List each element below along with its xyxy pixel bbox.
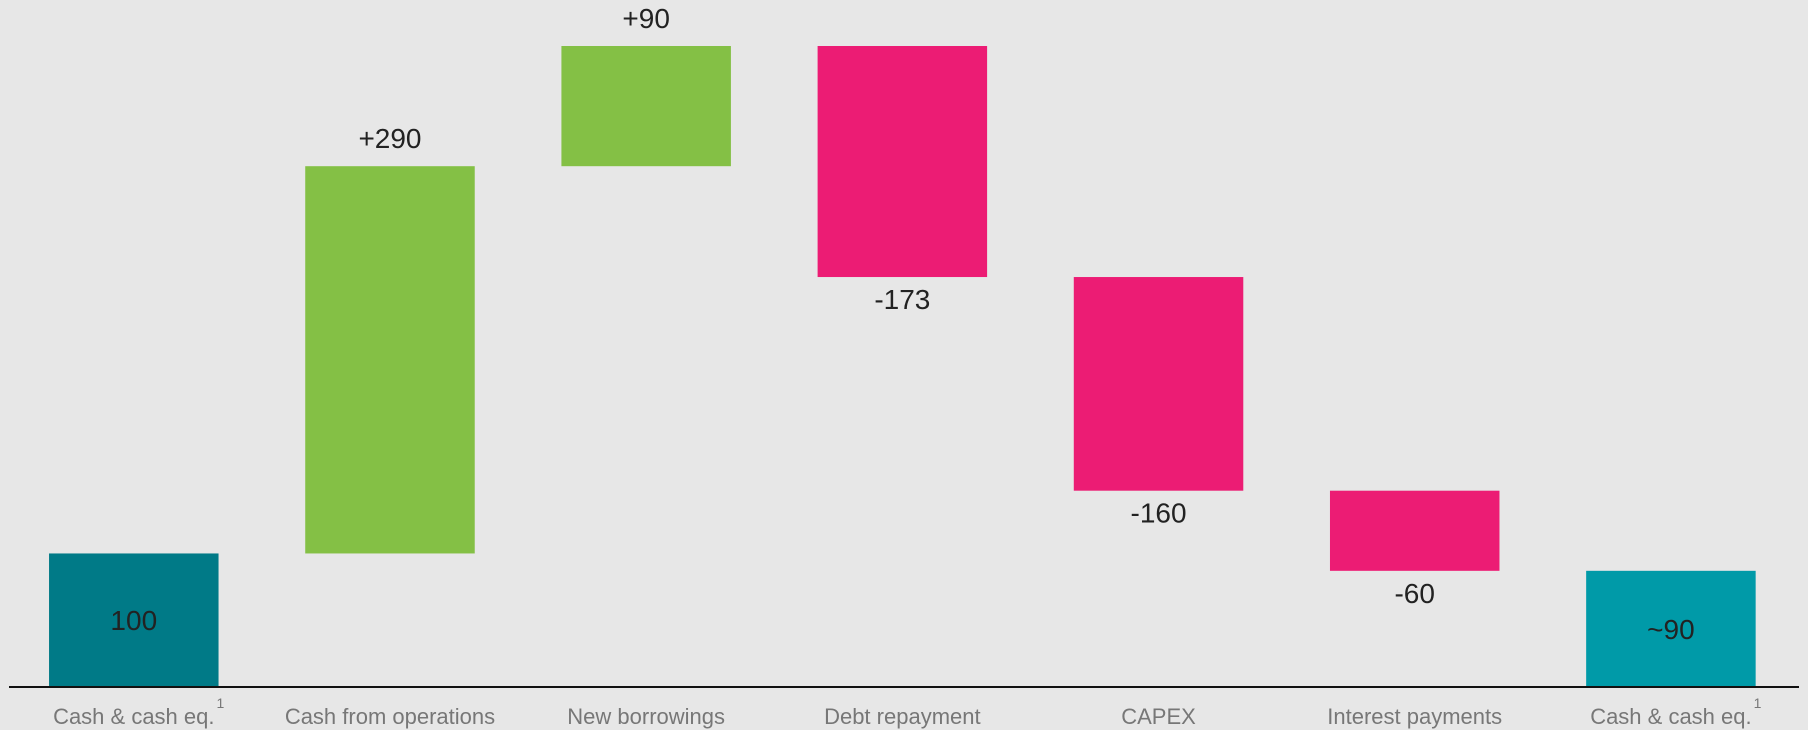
x-tick-label: New borrowings	[567, 704, 725, 729]
value-label: -173	[874, 284, 930, 315]
x-tick-label: Interest payments	[1327, 704, 1502, 729]
x-tick-label: Cash from operations	[285, 704, 495, 729]
x-tick-label: Cash & cash eq.	[53, 704, 214, 729]
x-tick-label: Debt repayment	[824, 704, 981, 729]
bar	[561, 46, 731, 167]
bar	[305, 166, 475, 554]
x-tick-label: CAPEX	[1121, 704, 1196, 729]
value-label: 100	[110, 605, 157, 636]
bar	[1073, 277, 1244, 491]
value-label: -160	[1131, 498, 1187, 529]
bar	[817, 46, 988, 278]
x-tick-label: Cash & cash eq.	[1590, 704, 1751, 729]
value-label: +290	[358, 123, 421, 154]
value-label: ~90	[1647, 614, 1695, 645]
footnote-marker: 1	[217, 695, 225, 711]
value-label: +90	[622, 3, 670, 34]
value-label: -60	[1394, 578, 1434, 609]
bar	[49, 553, 219, 687]
footnote-marker: 1	[1754, 695, 1762, 711]
bar	[1329, 490, 1500, 571]
bar	[1586, 570, 1756, 687]
